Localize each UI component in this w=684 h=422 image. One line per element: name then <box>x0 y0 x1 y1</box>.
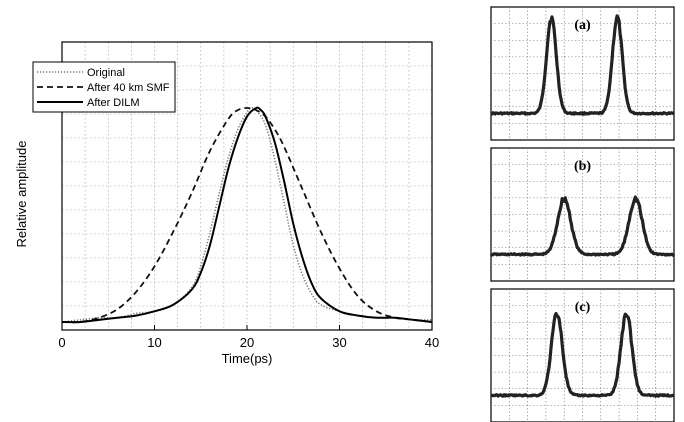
legend-label-2: After 40 km SMF <box>87 82 170 94</box>
panel-label: (c) <box>575 300 591 315</box>
series-line-3 <box>61 106 433 324</box>
oscilloscope-panel-b: (b) <box>489 147 676 282</box>
oscilloscope-panel-c: (c) <box>490 288 675 422</box>
main-grid <box>62 42 432 330</box>
x-axis-label: Time(ps) <box>222 351 273 366</box>
oscilloscope-panels: (a) (b) (c) <box>489 6 676 422</box>
legend-items: Original After 40 km SMF After DILM <box>37 67 170 109</box>
panel-label: (a) <box>574 18 591 33</box>
x-tick-label: 20 <box>240 335 254 350</box>
panel-label: (b) <box>574 159 591 174</box>
main-series-group <box>61 106 433 324</box>
legend-box <box>32 61 176 113</box>
legend-label-3: After DILM <box>87 97 140 109</box>
legend-label-1: Original <box>87 67 125 79</box>
panel-trace <box>490 311 675 398</box>
x-tick-label: 0 <box>58 335 65 350</box>
panel-trace <box>489 195 676 257</box>
x-tick-label: 40 <box>425 335 439 350</box>
x-tick-label: 10 <box>147 335 161 350</box>
x-tick-label: 30 <box>332 335 346 350</box>
oscilloscope-panel-a: (a) <box>490 6 675 141</box>
series-line-2 <box>61 107 433 324</box>
main-chart: 0 10 20 30 40 Time(ps) Relative amplitude Or… <box>14 41 439 366</box>
y-axis-label: Relative amplitude <box>14 141 29 248</box>
legend: Original After 40 km SMF After DILM <box>32 61 176 113</box>
panel-trace <box>490 14 675 116</box>
main-x-ticks: 0 10 20 30 40 <box>58 325 439 350</box>
